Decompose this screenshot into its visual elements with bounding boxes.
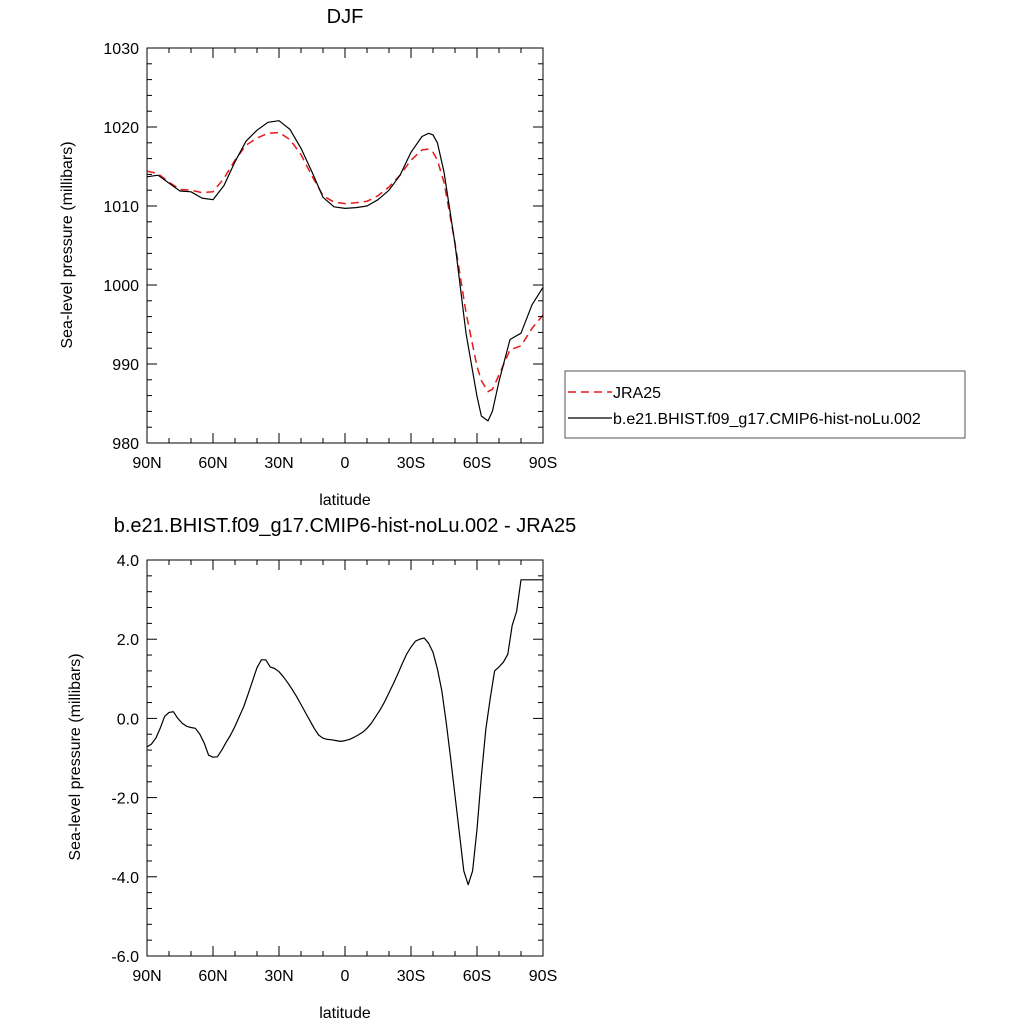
bottom-chart-y-tick-label: -4.0 bbox=[111, 870, 139, 887]
top-chart-y-axis-label: Sea-level pressure (millibars) bbox=[59, 141, 76, 348]
top-chart-x-tick-label: 60N bbox=[198, 455, 227, 472]
top-chart-axes: 90N 60N 30N 0 30S 60S 90S 980 990 1000 1010 1020 103… bbox=[103, 41, 557, 472]
top-chart-y-tick-label: 1020 bbox=[103, 120, 139, 137]
bottom-chart-x-tick-label: 90N bbox=[132, 968, 161, 985]
bottom-chart-x-tick-label: 60S bbox=[463, 968, 491, 985]
top-chart-x-tick-label: 30S bbox=[397, 455, 425, 472]
bottom-chart-series-layer bbox=[146, 579, 543, 886]
legend-box bbox=[564, 370, 966, 439]
bottom-chart-x-tick-label: 90S bbox=[529, 968, 557, 985]
top-chart-y-tick-label: 1000 bbox=[103, 278, 139, 295]
bottom-chart-y-tick-label: 2.0 bbox=[117, 632, 139, 649]
top-chart-y-tick-label: 980 bbox=[112, 436, 139, 453]
bottom-chart-x-axis-label: latitude bbox=[319, 1005, 371, 1022]
bottom-chart-x-tick-label: 30N bbox=[264, 968, 293, 985]
top-chart: DJF 90N 60N 30N 0 30S 60S 90S 980 990 1000 1010 102… bbox=[59, 6, 966, 509]
top-chart-x-tick-label: 0 bbox=[341, 455, 350, 472]
bottom-chart-y-tick-label: 0.0 bbox=[117, 711, 139, 728]
legend-label-jra25: JRA25 bbox=[613, 385, 661, 402]
top-chart-title: DJF bbox=[327, 6, 364, 28]
top-chart-x-tick-label: 30N bbox=[264, 455, 293, 472]
bottom-chart-y-tick-label: -2.0 bbox=[111, 791, 139, 808]
top-chart-x-axis-label: latitude bbox=[319, 492, 371, 509]
top-chart-y-tick-label: 1030 bbox=[103, 41, 139, 58]
bottom-chart-x-tick-label: 0 bbox=[341, 968, 350, 985]
top-chart-series-layer bbox=[146, 120, 544, 422]
bottom-chart-y-tick-label: -6.0 bbox=[111, 949, 139, 966]
bottom-chart: b.e21.BHIST.f09_g17.CMIP6-hist-noLu.002 … bbox=[67, 515, 576, 1022]
bottom-chart-axes: 90N 60N 30N 0 30S 60S 90S -6.0 -4.0 -2.0 0.0 2.0 4.0 bbox=[111, 553, 557, 985]
bottom-chart-y-axis-label: Sea-level pressure (millibars) bbox=[67, 653, 84, 860]
top-chart-y-tick-label: 990 bbox=[112, 357, 139, 374]
bottom-chart-y-tick-label: 4.0 bbox=[117, 553, 139, 570]
top-chart-x-tick-label: 90N bbox=[132, 455, 161, 472]
top-chart-x-tick-label: 60S bbox=[463, 455, 491, 472]
top-chart-series-line-0 bbox=[146, 131, 544, 393]
bottom-chart-x-tick-label: 60N bbox=[198, 968, 227, 985]
top-chart-series-line-1 bbox=[146, 120, 544, 422]
top-chart-y-tick-label: 1010 bbox=[103, 199, 139, 216]
legend: JRA25 b.e21.BHIST.f09_g17.CMIP6-hist-noL… bbox=[564, 370, 966, 439]
bottom-chart-title: b.e21.BHIST.f09_g17.CMIP6-hist-noLu.002 … bbox=[114, 515, 576, 537]
legend-label-model: b.e21.BHIST.f09_g17.CMIP6-hist-noLu.002 bbox=[613, 411, 921, 428]
top-chart-x-tick-label: 90S bbox=[529, 455, 557, 472]
bottom-chart-x-tick-label: 30S bbox=[397, 968, 425, 985]
bottom-chart-series-line-0 bbox=[146, 579, 543, 886]
